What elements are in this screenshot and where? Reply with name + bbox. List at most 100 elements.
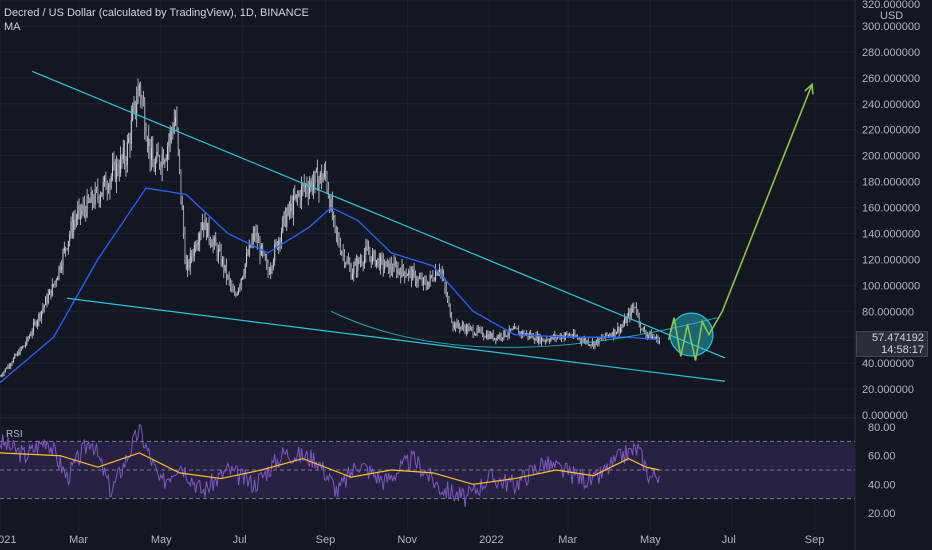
candle-body: [535, 334, 537, 341]
candle-body: [373, 251, 375, 254]
candle-body: [129, 138, 131, 144]
candle-body: [401, 265, 403, 278]
candle-body: [510, 328, 512, 331]
candle-body: [37, 321, 39, 326]
candle-body: [78, 205, 80, 211]
candle-body: [292, 195, 294, 215]
candle-body: [372, 253, 374, 264]
time-tick-label: May: [640, 534, 661, 546]
candle-body: [110, 176, 112, 182]
symbol-title[interactable]: Decred / US Dollar (calculated by Tradin…: [4, 7, 309, 19]
candle-body: [294, 195, 296, 199]
price-tick-label: 220.000000: [862, 125, 920, 137]
candle-body: [177, 128, 179, 150]
candle-body: [410, 270, 412, 281]
candle-body: [347, 260, 349, 264]
candle-body: [614, 329, 616, 335]
candle-body: [408, 270, 410, 276]
candle-body: [195, 244, 197, 249]
candle-body: [349, 263, 351, 268]
candle-body: [191, 253, 193, 257]
candle-body: [516, 328, 518, 330]
candle-body: [167, 146, 169, 160]
candle-body: [471, 327, 473, 329]
candle-body: [396, 265, 398, 275]
candle-body: [427, 286, 428, 288]
candle-body: [134, 101, 136, 114]
candle-body: [606, 332, 608, 336]
candle-body: [108, 189, 110, 191]
price-tick-label: 20.000000: [862, 384, 914, 396]
candle-body: [164, 160, 166, 164]
candle-body: [648, 334, 650, 336]
rsi-band: [0, 440, 855, 500]
candle-body: [370, 256, 372, 264]
candle-body: [121, 156, 123, 160]
candle-body: [223, 258, 225, 271]
rsi-tick-label: 20.00: [868, 508, 896, 520]
candle-body: [89, 201, 91, 203]
candle-body: [636, 307, 638, 314]
candle-body: [538, 335, 540, 342]
time-axis[interactable]: 2021 Mar May Jul Sep Nov 2022 Mar May Jul Sep: [0, 534, 824, 546]
candle-body: [251, 239, 253, 247]
candle-body: [79, 205, 81, 215]
candle-body: [263, 252, 265, 255]
candle-body: [150, 148, 152, 161]
candle-body: [133, 101, 135, 110]
candle-body: [165, 159, 167, 161]
projection-arrow: [667, 84, 813, 361]
candle-body: [114, 161, 116, 181]
candle-body: [414, 272, 416, 283]
candle-body: [526, 333, 528, 335]
candle-body: [329, 196, 331, 210]
candle-body: [169, 130, 171, 141]
candle-body: [54, 281, 56, 286]
candle-body: [168, 140, 170, 147]
candle-body: [603, 337, 605, 339]
candle-body: [578, 338, 580, 340]
candle-body: [412, 269, 414, 281]
candle-body: [234, 292, 236, 296]
candle-body: [507, 334, 509, 337]
candle-body: [93, 202, 95, 205]
candle-body: [280, 231, 282, 243]
candle-body: [33, 323, 35, 332]
candle-body: [605, 332, 607, 338]
price-axis[interactable]: 300.000000 280.000000 260.000000 240.000000…: [856, 0, 932, 550]
candle-body: [69, 234, 71, 242]
candle-body: [622, 324, 624, 327]
candle-body: [274, 244, 276, 261]
candle-body: [278, 239, 280, 249]
candle-body: [67, 241, 69, 250]
rsi-indicator-label[interactable]: RSI: [6, 429, 23, 440]
candle-body: [397, 268, 399, 275]
candle-body: [201, 222, 203, 230]
candle-body: [70, 221, 72, 235]
candle-body: [313, 182, 315, 191]
candle-body: [197, 242, 199, 245]
time-tick-label: Mar: [558, 534, 577, 546]
indicator-label-ma[interactable]: MA: [4, 21, 21, 33]
candle-body: [246, 254, 248, 264]
candle-body: [645, 333, 647, 336]
candle-body: [629, 312, 631, 318]
candle-body: [498, 336, 500, 338]
time-tick-label: May: [151, 534, 172, 546]
candle-body: [267, 263, 269, 273]
candle-body: [98, 196, 100, 202]
candle-body: [321, 172, 323, 183]
candle-body: [302, 183, 304, 186]
candle-body: [100, 196, 102, 202]
candle-body: [565, 332, 567, 337]
candle-body: [378, 258, 380, 269]
candle-body: [122, 147, 124, 160]
candle-body: [310, 180, 312, 187]
candle-body: [260, 245, 262, 256]
candle-body: [209, 239, 211, 244]
candle-body: [357, 258, 359, 271]
candle-body: [66, 248, 68, 250]
candle-body: [207, 222, 209, 238]
candle-body: [3, 371, 5, 375]
